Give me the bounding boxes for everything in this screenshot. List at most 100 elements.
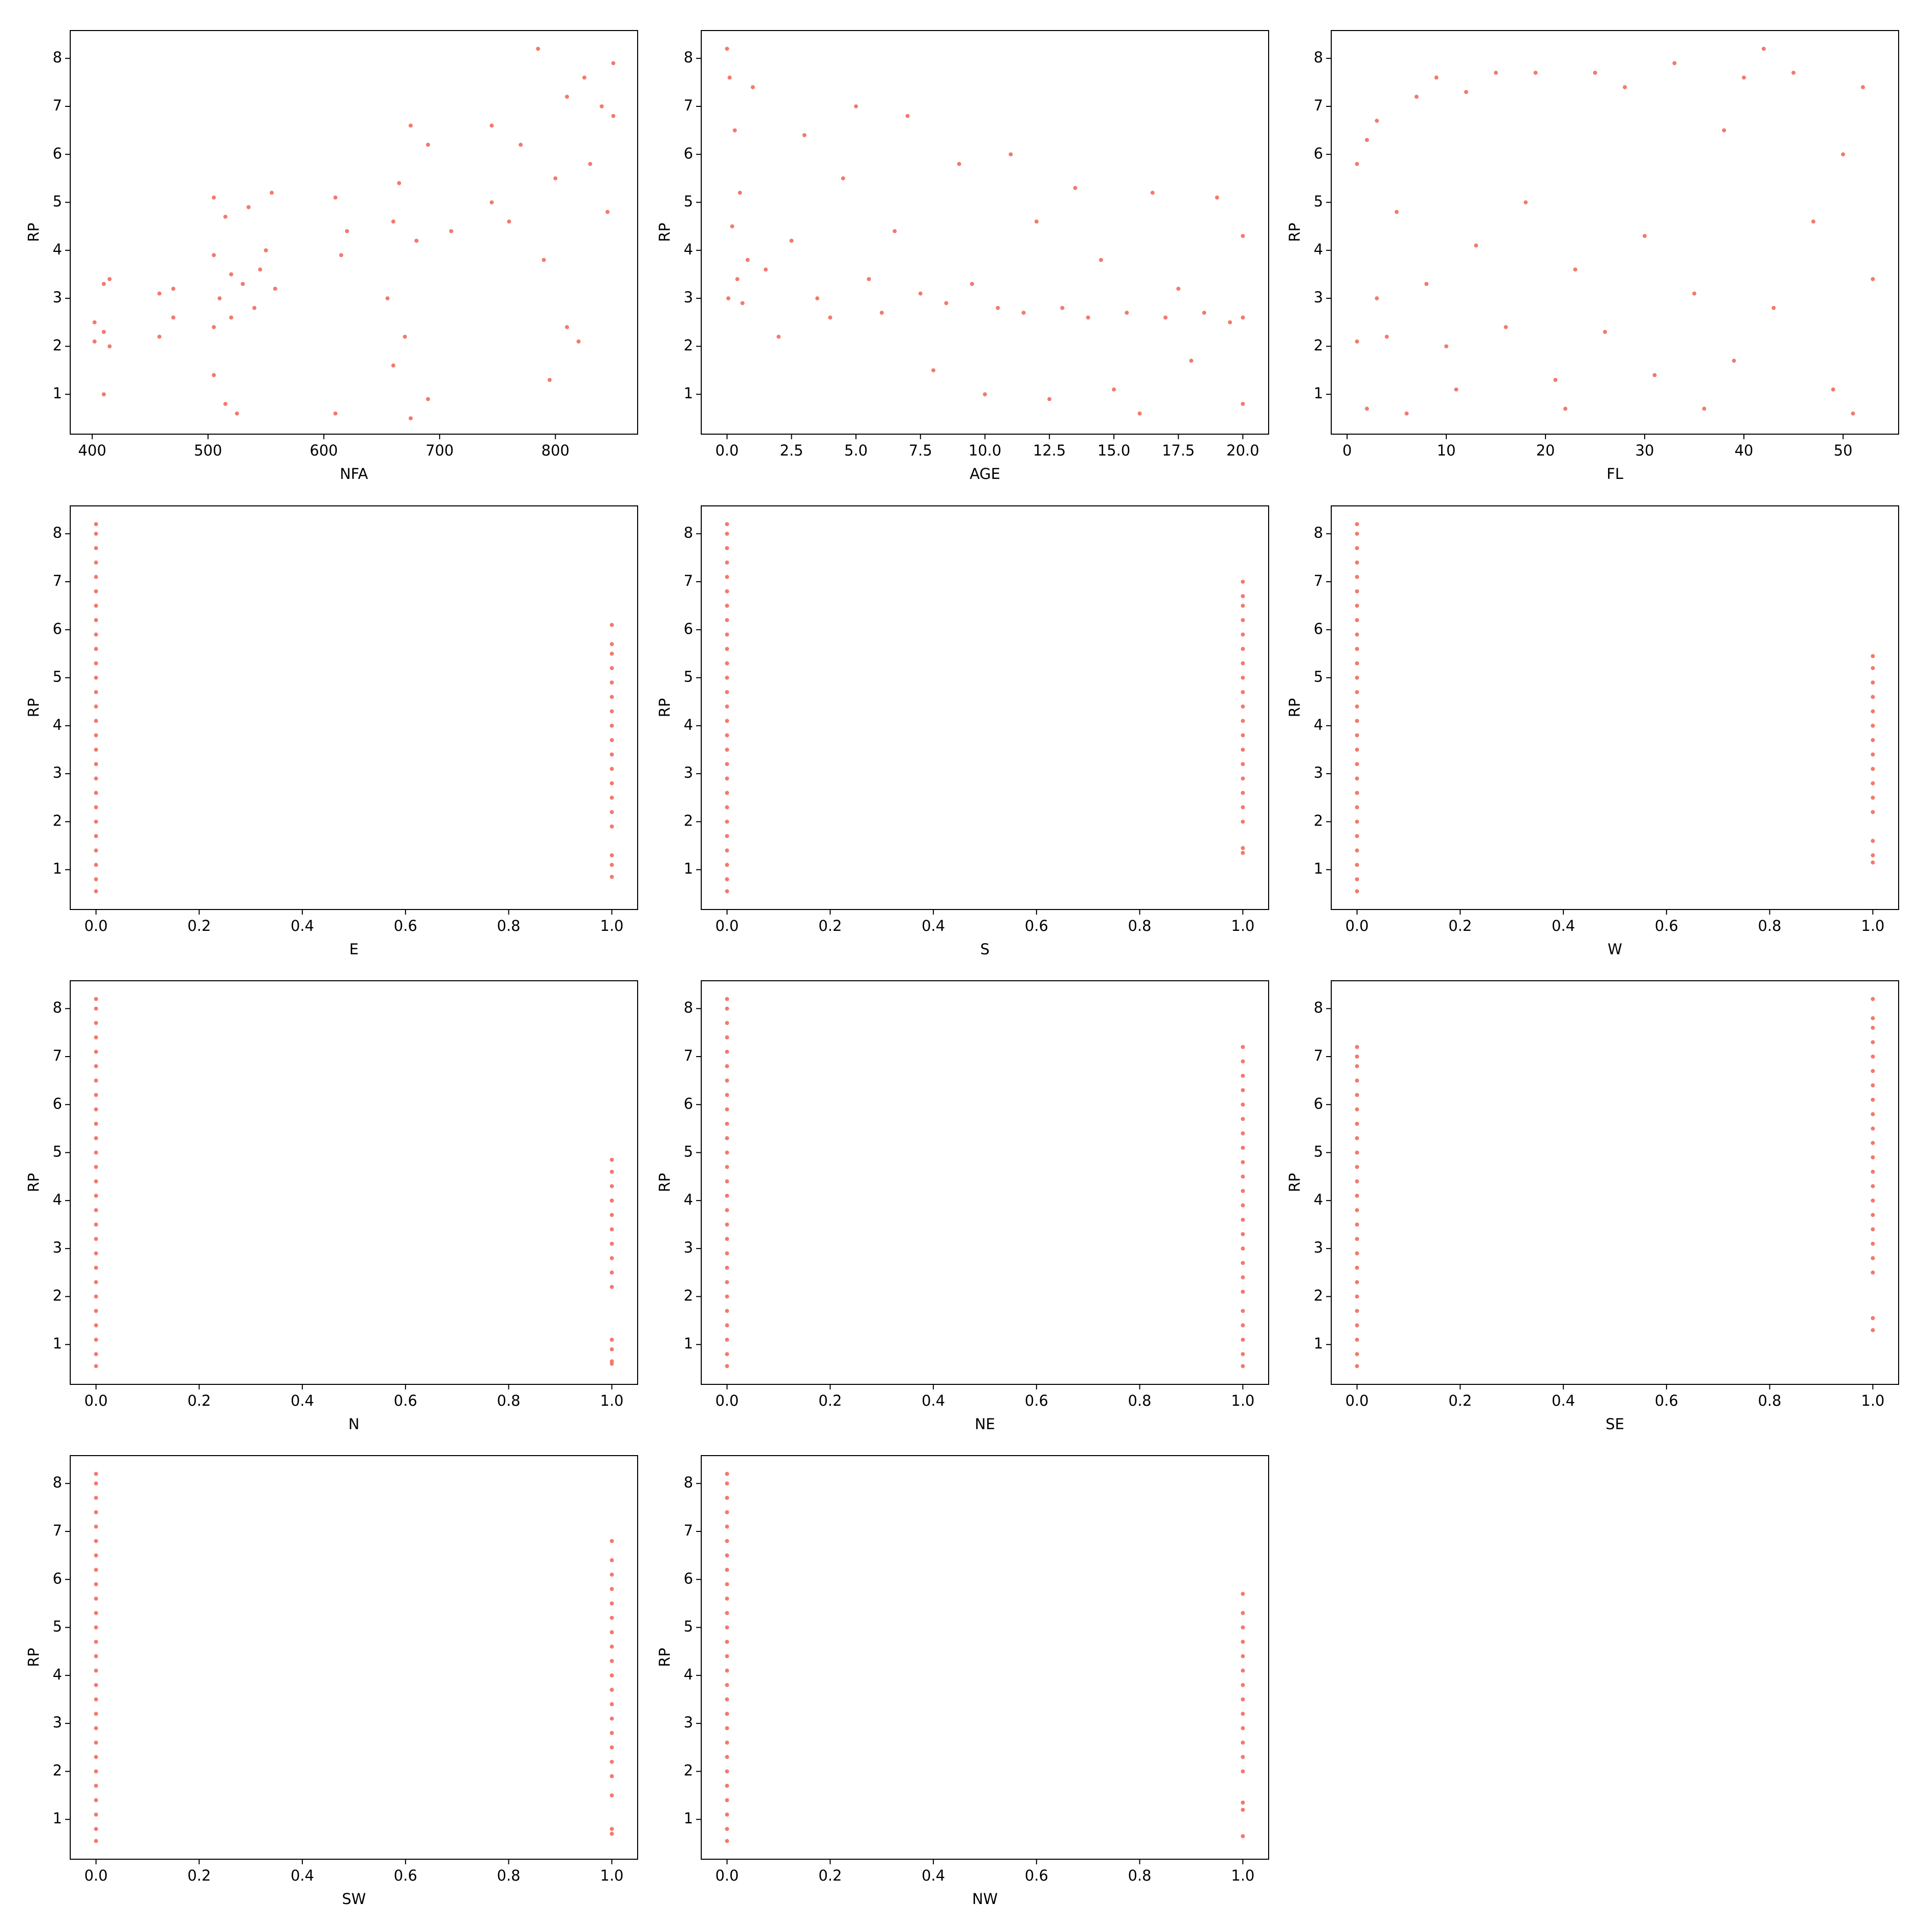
y-tick-label: 3 <box>53 764 62 781</box>
point <box>1241 1639 1245 1644</box>
point <box>610 824 614 829</box>
point <box>725 889 729 894</box>
point <box>345 229 349 234</box>
point <box>1871 277 1875 281</box>
point <box>92 339 97 344</box>
point <box>610 1198 614 1203</box>
point <box>725 1812 729 1817</box>
point <box>588 162 592 166</box>
point <box>1871 723 1875 728</box>
point <box>94 1352 98 1356</box>
point <box>918 291 923 296</box>
x-tick-label: 1.0 <box>600 1867 623 1884</box>
y-tick-label: 1 <box>684 1335 693 1352</box>
y-axis-label: RP <box>1286 1173 1303 1192</box>
y-tick-label: 2 <box>1314 1287 1323 1304</box>
point <box>1241 1726 1245 1730</box>
point <box>519 143 523 147</box>
x-tick-label: 0.4 <box>1552 1392 1575 1409</box>
y-tick-label: 5 <box>53 1618 62 1635</box>
point <box>1355 719 1359 723</box>
point <box>1241 733 1245 737</box>
point <box>1871 666 1875 670</box>
point <box>1533 70 1538 75</box>
x-tick-label: 1.0 <box>1231 1392 1254 1409</box>
y-tick-label: 8 <box>684 1474 693 1491</box>
point <box>725 1697 729 1702</box>
point <box>1405 411 1409 416</box>
point <box>611 61 616 66</box>
x-tick-label: 0.2 <box>818 1392 842 1409</box>
point <box>94 1093 98 1097</box>
point <box>610 1587 614 1592</box>
point <box>725 719 729 723</box>
point <box>1692 291 1697 296</box>
y-tick-label: 2 <box>684 812 693 829</box>
point <box>94 1049 98 1054</box>
x-tick-label: 0.8 <box>1128 917 1152 934</box>
point <box>1176 287 1181 291</box>
point <box>94 1020 98 1025</box>
point <box>725 863 729 867</box>
axes-frame <box>701 30 1269 435</box>
point <box>1241 1189 1245 1194</box>
point <box>610 1558 614 1562</box>
point <box>610 863 614 867</box>
point <box>1355 618 1359 622</box>
point <box>94 1280 98 1285</box>
axes-frame <box>1331 30 1899 435</box>
point <box>725 1827 729 1831</box>
point <box>1444 344 1449 349</box>
point <box>1871 654 1875 659</box>
point <box>1394 210 1399 214</box>
point <box>1241 234 1245 238</box>
point <box>1871 1112 1875 1117</box>
point <box>725 1625 729 1630</box>
point <box>610 1688 614 1692</box>
point <box>94 1769 98 1774</box>
point <box>1841 152 1845 157</box>
point <box>725 776 729 781</box>
x-tick-label: 1.0 <box>1231 917 1254 934</box>
point <box>777 334 781 339</box>
point <box>725 1654 729 1659</box>
point <box>229 315 234 320</box>
point <box>94 675 98 680</box>
point <box>94 1294 98 1299</box>
subplot: 0 10 20 30 40 50 1 2 3 4 5 6 7 8 FL RP <box>1286 30 1899 482</box>
point <box>536 46 540 51</box>
point <box>94 1309 98 1313</box>
point <box>725 1510 729 1515</box>
point <box>725 1309 729 1313</box>
x-tick-label: 0.8 <box>1758 917 1782 934</box>
point <box>751 85 755 90</box>
point <box>212 373 216 378</box>
point <box>1871 853 1875 858</box>
x-tick-label: 0.0 <box>715 1392 739 1409</box>
point <box>841 176 845 181</box>
y-tick-label: 2 <box>53 336 62 354</box>
point <box>725 1194 729 1198</box>
y-tick-label: 1 <box>53 1335 62 1352</box>
point <box>1125 310 1129 315</box>
point <box>725 1006 729 1011</box>
point <box>1791 70 1796 75</box>
point <box>725 1164 729 1169</box>
point <box>252 306 256 310</box>
point <box>1871 997 1875 1001</box>
point <box>905 113 910 118</box>
point <box>1241 1174 1245 1179</box>
point <box>725 877 729 882</box>
point <box>725 704 729 709</box>
point <box>1355 1045 1359 1049</box>
point <box>610 1644 614 1649</box>
point <box>725 1712 729 1716</box>
point <box>725 1740 729 1745</box>
point <box>732 128 737 133</box>
point <box>1241 1712 1245 1716</box>
point <box>610 1285 614 1289</box>
point <box>94 531 98 536</box>
point <box>725 1683 729 1687</box>
point <box>725 646 729 651</box>
point <box>725 1150 729 1155</box>
